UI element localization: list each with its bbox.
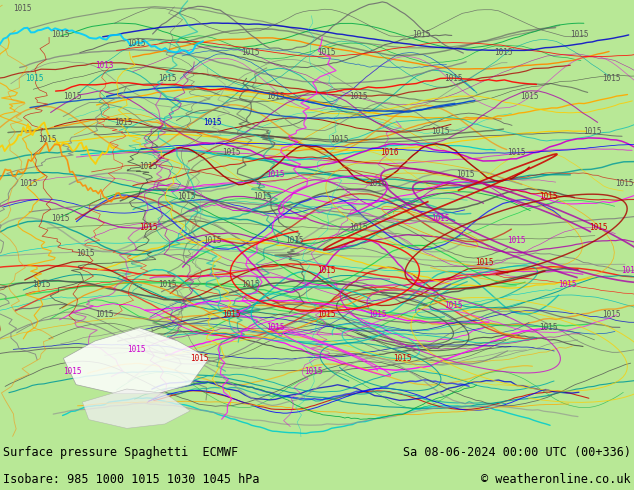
Text: 1015: 1015 (266, 323, 285, 332)
Text: 1015: 1015 (349, 223, 367, 232)
Text: 1015: 1015 (63, 367, 82, 376)
Text: 1016: 1016 (380, 148, 399, 157)
Text: 1015: 1015 (368, 179, 386, 188)
Text: 1015: 1015 (558, 280, 576, 289)
Text: 1015: 1015 (63, 92, 82, 100)
Text: 1015: 1015 (51, 214, 69, 223)
Text: 1015: 1015 (507, 148, 526, 157)
Text: 1015: 1015 (139, 162, 158, 171)
Text: 1015: 1015 (51, 30, 69, 40)
Text: 1015: 1015 (456, 171, 475, 179)
Text: 1015: 1015 (222, 310, 240, 319)
Text: 1015: 1015 (190, 354, 209, 363)
Text: 1015: 1015 (158, 74, 177, 83)
Text: 1015: 1015 (114, 118, 133, 127)
Text: 1015: 1015 (203, 236, 221, 245)
Text: 1015: 1015 (583, 126, 602, 136)
Text: 1015: 1015 (368, 310, 386, 319)
Text: 1015: 1015 (431, 214, 450, 223)
Text: 1015: 1015 (539, 323, 557, 332)
Text: 1015: 1015 (602, 310, 621, 319)
Text: 1015: 1015 (266, 92, 285, 100)
Text: Isobare: 985 1000 1015 1030 1045 hPa: Isobare: 985 1000 1015 1030 1045 hPa (3, 473, 260, 486)
Text: 1015: 1015 (317, 310, 335, 319)
Text: 1015: 1015 (520, 92, 538, 100)
Text: 1015: 1015 (539, 192, 557, 201)
Text: 1015: 1015 (32, 280, 50, 289)
Text: 1015: 1015 (476, 258, 494, 267)
Text: 1015: 1015 (266, 171, 285, 179)
Text: 1015: 1015 (304, 367, 323, 376)
Text: 1015: 1015 (393, 354, 411, 363)
Text: 1015: 1015 (241, 280, 259, 289)
Text: 1015: 1015 (203, 118, 221, 127)
Text: 1015: 1015 (507, 236, 526, 245)
Text: 1015: 1015 (127, 345, 145, 354)
Text: 1015: 1015 (127, 39, 145, 48)
Text: 1015: 1015 (412, 30, 430, 40)
Text: 1015: 1015 (444, 301, 462, 311)
Text: 1015: 1015 (241, 48, 259, 57)
Polygon shape (82, 389, 190, 428)
Text: 1015: 1015 (285, 236, 304, 245)
Text: 1015: 1015 (431, 126, 450, 136)
Text: 1015: 1015 (158, 280, 177, 289)
Text: 1013: 1013 (95, 61, 113, 70)
Text: 1015: 1015 (38, 135, 56, 145)
Text: 1015: 1015 (444, 74, 462, 83)
Text: 1015: 1015 (25, 74, 44, 83)
Text: Surface pressure Spaghetti  ECMWF: Surface pressure Spaghetti ECMWF (3, 446, 238, 460)
Text: 1015: 1015 (178, 192, 196, 201)
Text: 1015: 1015 (254, 192, 272, 201)
Text: 1015: 1015 (76, 249, 94, 258)
Text: 1015: 1015 (139, 223, 158, 232)
Text: 1015: 1015 (317, 48, 335, 57)
Text: 1015: 1015 (571, 30, 589, 40)
Text: © weatheronline.co.uk: © weatheronline.co.uk (481, 473, 631, 486)
Text: 1015: 1015 (330, 135, 348, 145)
Polygon shape (63, 328, 209, 393)
Text: 1015: 1015 (349, 92, 367, 100)
Text: 1015: 1015 (495, 48, 513, 57)
Text: 1015: 1015 (222, 148, 240, 157)
Text: 1015: 1015 (13, 4, 31, 13)
Text: 1015: 1015 (590, 223, 608, 232)
Text: 1015: 1015 (602, 74, 621, 83)
Text: 1015: 1015 (19, 179, 37, 188)
Text: 1015: 1015 (95, 310, 113, 319)
Text: 1015: 1015 (317, 267, 335, 275)
Text: 1015: 1015 (621, 267, 634, 275)
Text: Sa 08-06-2024 00:00 UTC (00+336): Sa 08-06-2024 00:00 UTC (00+336) (403, 446, 631, 460)
Text: 1015: 1015 (615, 179, 633, 188)
